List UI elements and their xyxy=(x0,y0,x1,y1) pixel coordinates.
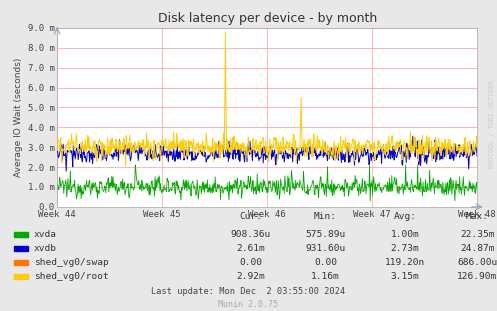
Text: Max:: Max: xyxy=(466,212,489,221)
Text: 0.00: 0.00 xyxy=(240,258,262,267)
Text: 0.00: 0.00 xyxy=(314,258,337,267)
Text: 1.00m: 1.00m xyxy=(391,230,419,239)
Text: shed_vg0/root: shed_vg0/root xyxy=(34,272,108,281)
Text: RRDTOOL / TOBI OETIKER: RRDTOOL / TOBI OETIKER xyxy=(489,81,495,168)
Text: 908.36u: 908.36u xyxy=(231,230,271,239)
Text: 3.15m: 3.15m xyxy=(391,272,419,281)
Text: Munin 2.0.75: Munin 2.0.75 xyxy=(219,300,278,309)
Text: 22.35m: 22.35m xyxy=(460,230,495,239)
Text: 1.16m: 1.16m xyxy=(311,272,340,281)
Text: 931.60u: 931.60u xyxy=(306,244,345,253)
Text: 686.00u: 686.00u xyxy=(457,258,497,267)
Text: Avg:: Avg: xyxy=(394,212,416,221)
Title: Disk latency per device - by month: Disk latency per device - by month xyxy=(158,12,377,26)
Y-axis label: Average IO Wait (seconds): Average IO Wait (seconds) xyxy=(14,58,23,177)
Text: 2.61m: 2.61m xyxy=(237,244,265,253)
Text: 2.92m: 2.92m xyxy=(237,272,265,281)
Text: 575.89u: 575.89u xyxy=(306,230,345,239)
Text: Last update: Mon Dec  2 03:55:00 2024: Last update: Mon Dec 2 03:55:00 2024 xyxy=(152,287,345,296)
Text: xvda: xvda xyxy=(34,230,57,239)
Text: 119.20n: 119.20n xyxy=(385,258,425,267)
Text: Cur:: Cur: xyxy=(240,212,262,221)
Text: 2.73m: 2.73m xyxy=(391,244,419,253)
Text: 126.90m: 126.90m xyxy=(457,272,497,281)
Text: Min:: Min: xyxy=(314,212,337,221)
Text: xvdb: xvdb xyxy=(34,244,57,253)
Text: shed_vg0/swap: shed_vg0/swap xyxy=(34,258,108,267)
Text: 24.87m: 24.87m xyxy=(460,244,495,253)
